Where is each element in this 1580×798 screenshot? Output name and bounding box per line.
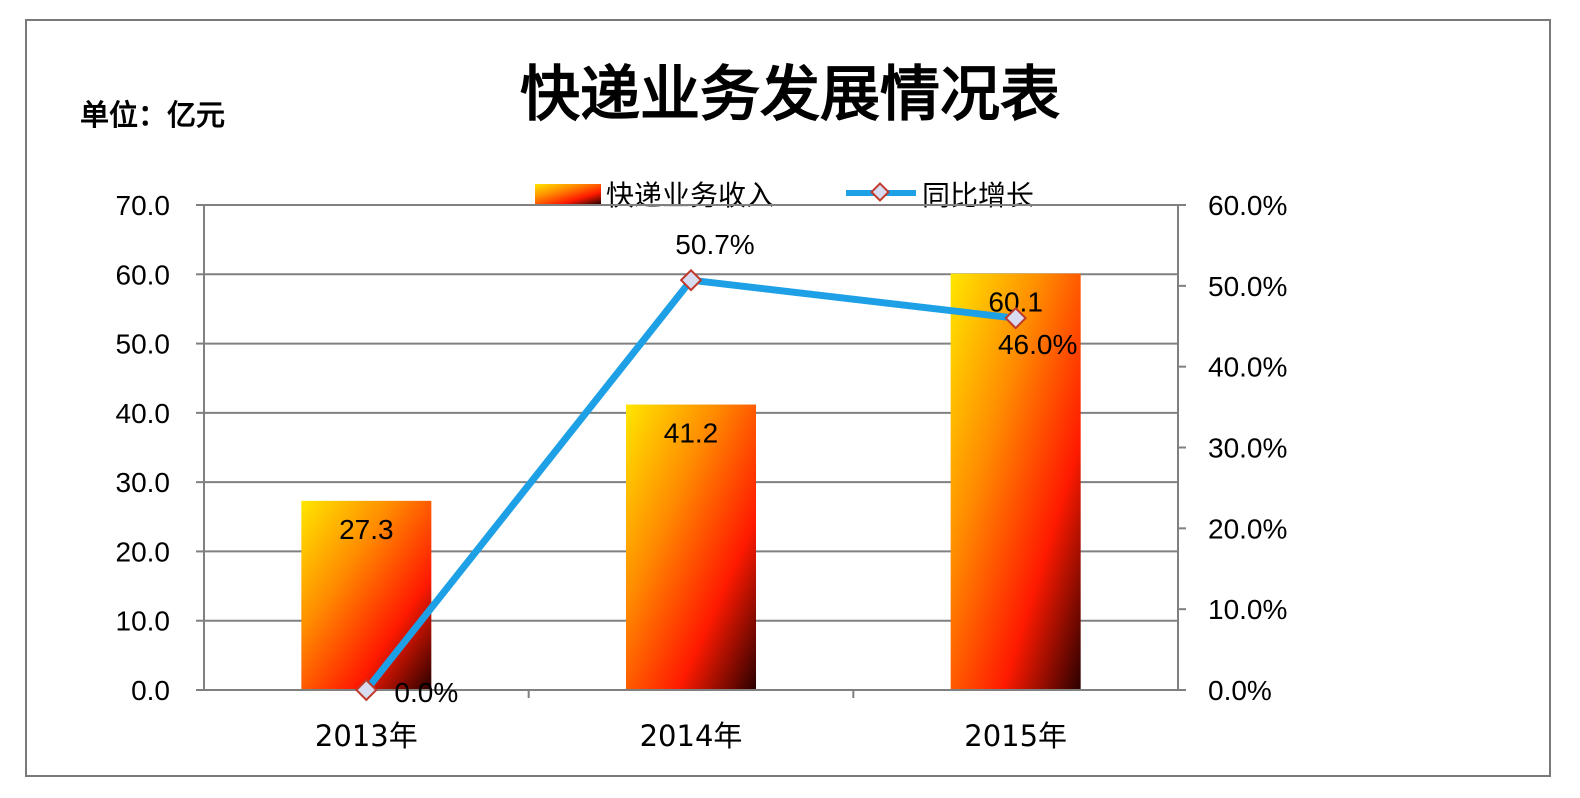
legend-bar-label: 快递业务收入 — [606, 179, 774, 212]
left-tick-label: 10.0 — [116, 606, 171, 637]
legend-line-marker — [870, 182, 890, 202]
unit-label: 单位：亿元 — [80, 98, 225, 132]
left-tick-label: 60.0 — [116, 259, 171, 290]
right-tick-label: 30.0% — [1208, 433, 1287, 464]
left-tick-label: 40.0 — [116, 398, 171, 429]
right-tick-label: 20.0% — [1208, 513, 1287, 544]
growth-value-label: 50.7% — [675, 229, 754, 260]
left-tick-label: 0.0 — [131, 675, 170, 706]
chart-frame — [25, 19, 1551, 777]
bar-value-label: 27.3 — [339, 514, 394, 545]
growth-marker — [355, 678, 378, 702]
x-tick-label: 2015年 — [964, 719, 1067, 753]
bars — [301, 273, 1081, 690]
right-tick-labels: 0.0% 10.0% 20.0% 30.0% 40.0% 50.0% 60.0% — [1208, 190, 1287, 706]
growth-marker — [1004, 306, 1027, 330]
legend-bar-swatch — [535, 184, 601, 204]
x-tick-label: 2013年 — [315, 719, 418, 753]
left-tick-label: 50.0 — [116, 329, 171, 360]
bar-2014年 — [626, 404, 756, 690]
right-tick-label: 0.0% — [1208, 675, 1272, 706]
left-tick-label: 70.0 — [116, 190, 171, 221]
left-tick-labels: 0.0 10.0 20.0 30.0 40.0 50.0 60.0 70.0 — [116, 190, 171, 706]
growth-value-label: 0.0% — [394, 677, 458, 708]
legend-line-label: 同比增长 — [922, 179, 1034, 212]
growth-value-label: 46.0% — [998, 329, 1077, 360]
right-tick-label: 60.0% — [1208, 190, 1287, 221]
legend: 快递业务收入 同比增长 — [535, 179, 1034, 212]
chart-title: 快递业务发展情况表 — [520, 60, 1060, 130]
growth-line-series — [355, 268, 1027, 702]
line-data-labels: 0.0% 50.7% 46.0% — [394, 229, 1077, 708]
right-tick-label: 10.0% — [1208, 594, 1287, 625]
right-tick-label: 40.0% — [1208, 352, 1287, 383]
left-tick-label: 30.0 — [116, 467, 171, 498]
left-tick-label: 20.0 — [116, 536, 171, 567]
bar-2013年 — [301, 500, 432, 690]
x-tick-labels: 2013年 2014年 2015年 — [315, 719, 1067, 753]
bar-2015年 — [950, 273, 1081, 690]
bar-value-label: 41.2 — [664, 418, 719, 449]
right-tick-label: 50.0% — [1208, 271, 1287, 302]
growth-marker — [679, 268, 703, 292]
x-tick-label: 2014年 — [640, 719, 743, 753]
